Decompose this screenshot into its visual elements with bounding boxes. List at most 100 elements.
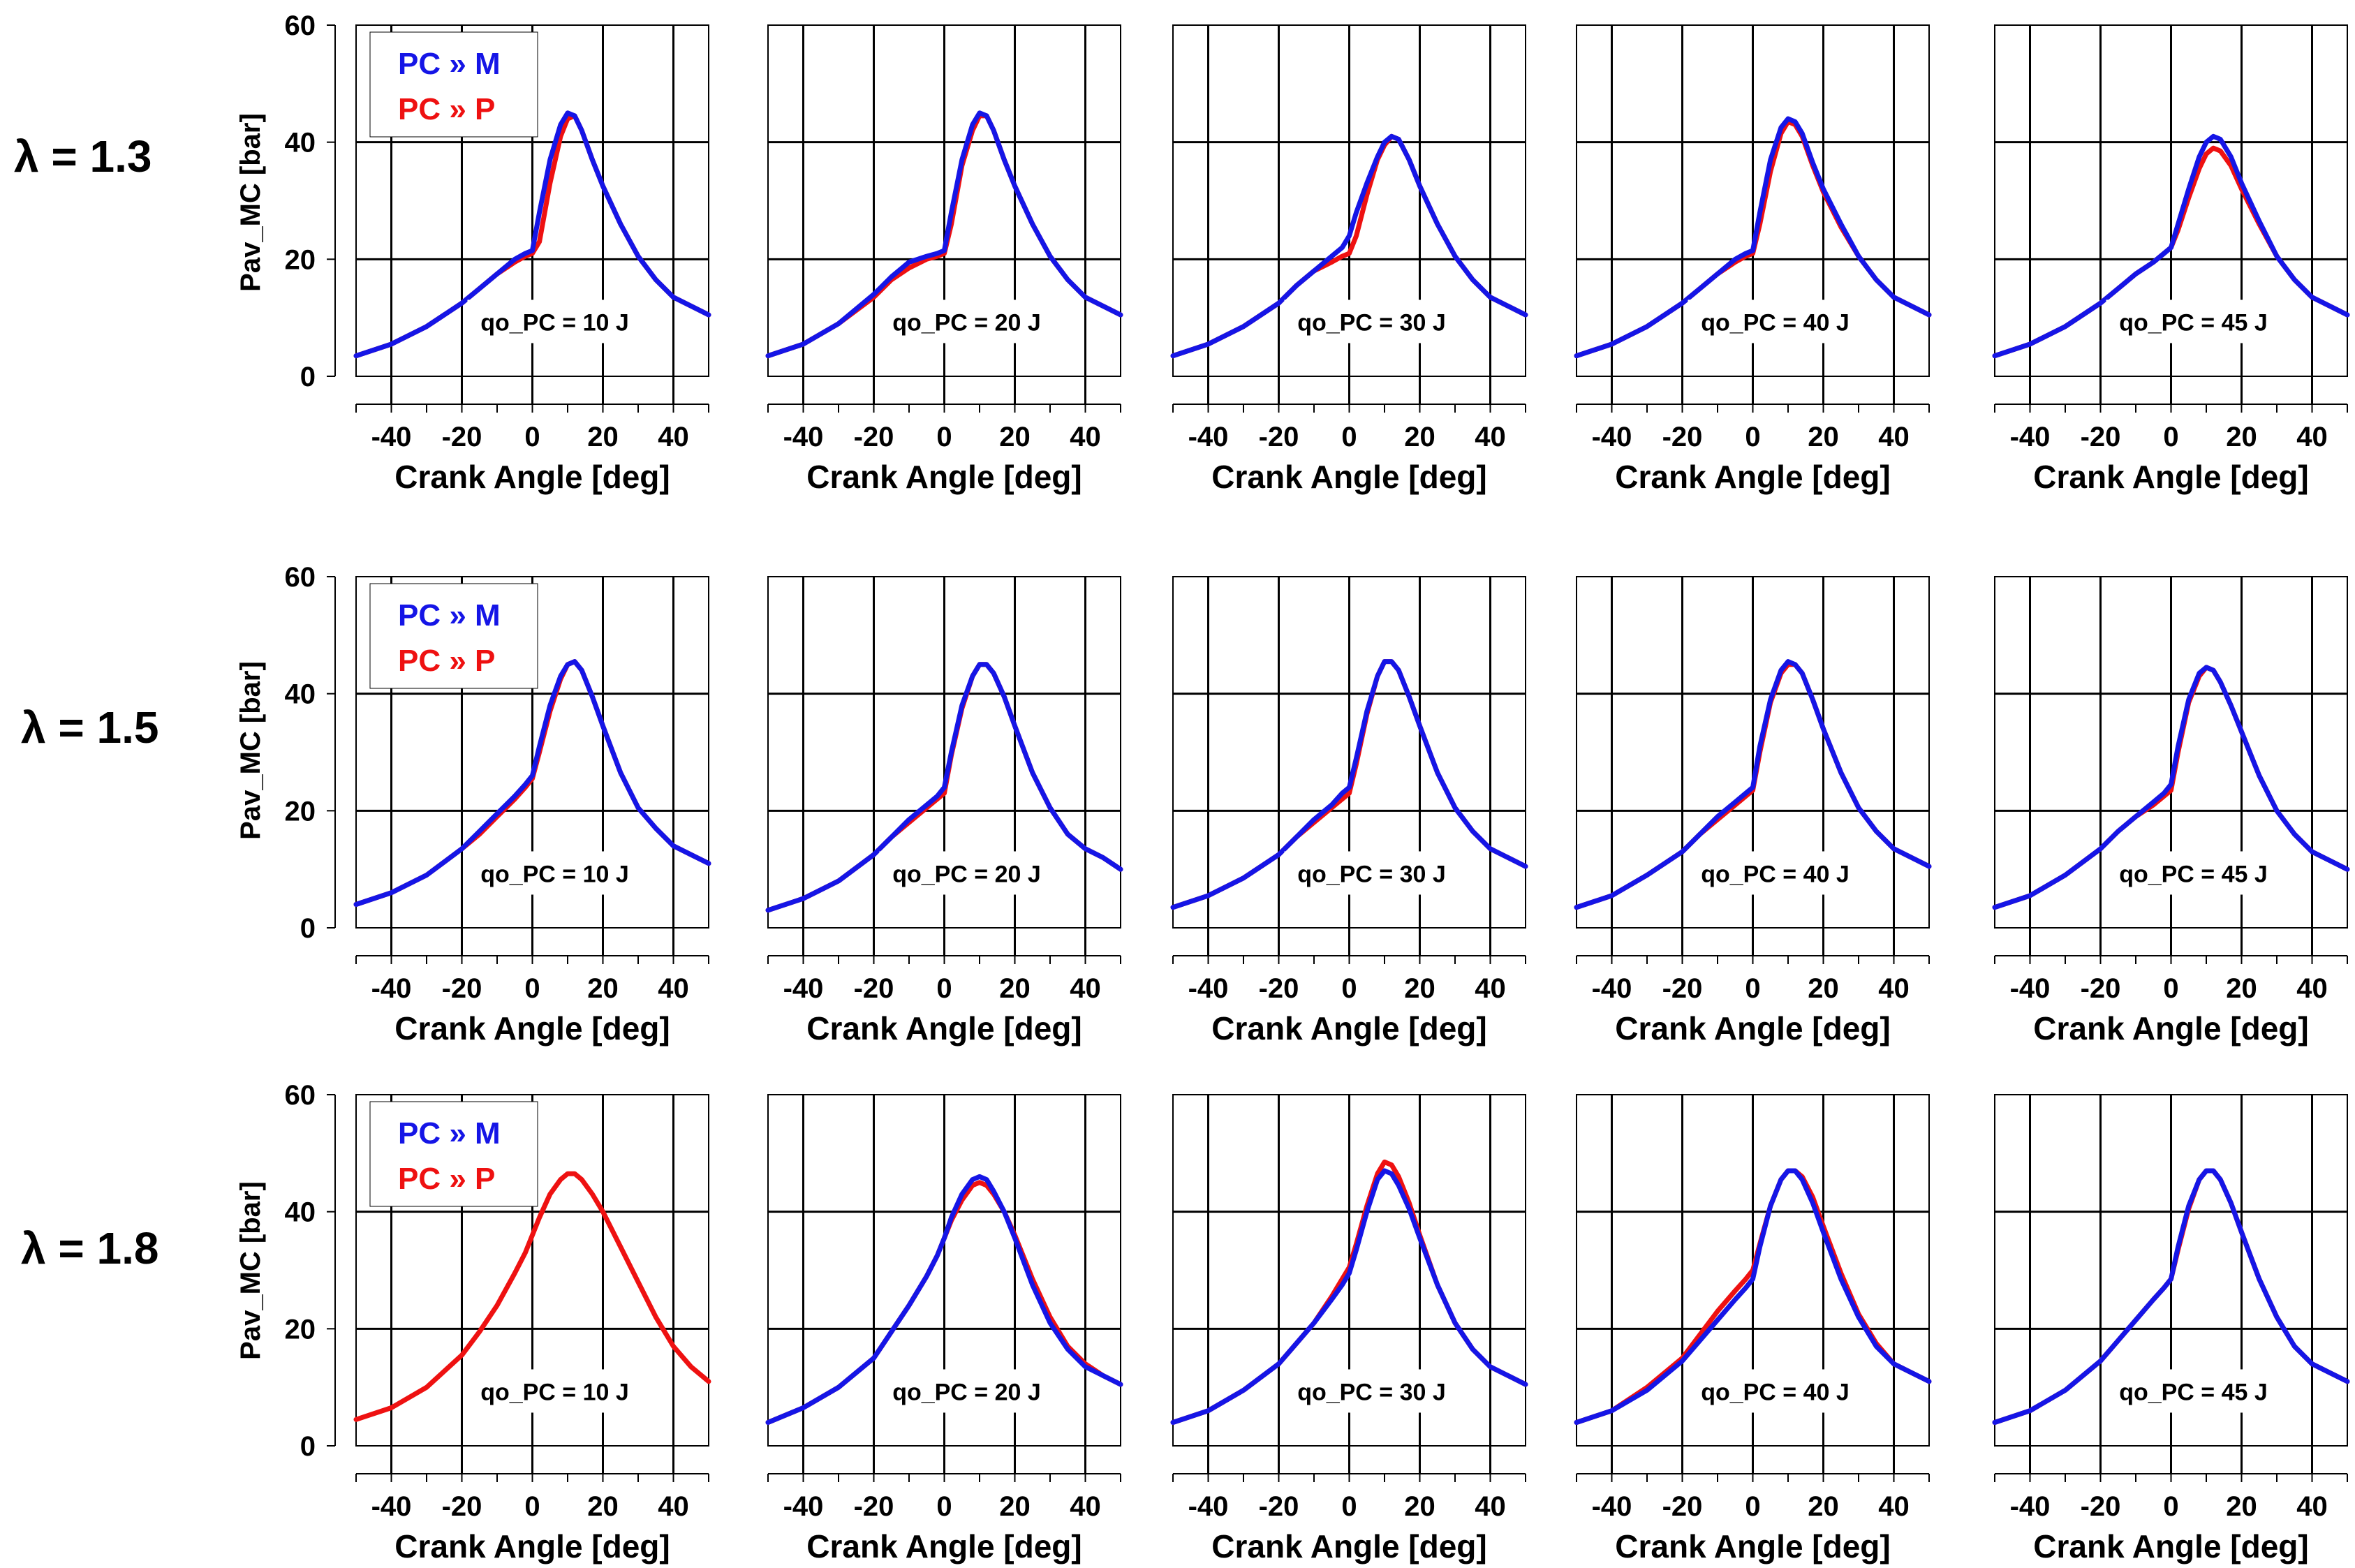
legend-item-m: PC » M (398, 598, 501, 633)
x-tick-label: -40 (783, 973, 824, 1004)
x-tick-label: -20 (2081, 1491, 2121, 1522)
series-line-m (765, 110, 1123, 359)
panel-r1-c5: -40 -20 0 20 40 Crank Angle [deg] qo_PC = 45 J (1992, 24, 2350, 495)
y-axis-title-row-2: Pav_MC [bar] (235, 661, 266, 840)
x-tick-label: -40 (1188, 422, 1229, 452)
y-axis-title-row-1: Pav_MC [bar] (235, 113, 266, 292)
panel-r3-c2: -40 -20 0 20 40 Crank Angle [deg] qo_PC = 20 J (765, 1094, 1123, 1565)
x-tick-label: 40 (1878, 422, 1910, 452)
lambda-value: = 1.3 (39, 131, 152, 182)
series-line-m (1574, 1168, 1932, 1425)
y-tick-label: 20 (285, 244, 316, 275)
annotation-box (1284, 299, 1459, 343)
lambda-symbol: λ (21, 702, 46, 753)
panel-r3-c4: -40 -20 0 20 40 Crank Angle [deg] qo_PC = 40 J (1574, 1094, 1932, 1565)
series-line-m (1992, 133, 2350, 359)
qo-pc-annotation: qo_PC = 30 J (1297, 861, 1446, 887)
x-tick-label: -40 (783, 1491, 824, 1522)
lambda-value: = 1.8 (46, 1223, 159, 1273)
annotation-box (467, 851, 642, 895)
legend-box (369, 1101, 538, 1207)
x-tick-label: 0 (524, 422, 540, 452)
x-axis-title: Crank Angle [deg] (1615, 1010, 1890, 1046)
qo-pc-annotation: qo_PC = 40 J (1701, 1379, 1850, 1405)
x-tick-label: 20 (2226, 422, 2257, 452)
x-tick-label: 20 (587, 1491, 619, 1522)
x-axis-title: Crank Angle [deg] (394, 1010, 670, 1046)
qo-pc-annotation: qo_PC = 20 J (892, 1379, 1041, 1405)
x-tick-label: -40 (1188, 1491, 1229, 1522)
row-label-lambda-1-8: λ = 1.8 (21, 1223, 159, 1273)
x-tick-label: -40 (371, 973, 412, 1004)
x-tick-label: -20 (1259, 422, 1299, 452)
panel-r2-c3: -40 -20 0 20 40 Crank Angle [deg] qo_PC = 30 J (1170, 576, 1528, 1046)
qo-pc-annotation: qo_PC = 45 J (2119, 309, 2268, 336)
qo-pc-annotation: qo_PC = 40 J (1701, 309, 1850, 336)
x-tick-label: 40 (2296, 1491, 2328, 1522)
series-line-m (1170, 659, 1528, 910)
x-axis-title: Crank Angle [deg] (1615, 1528, 1890, 1565)
x-tick-label: 20 (2226, 1491, 2257, 1522)
x-tick-label: 0 (1745, 973, 1760, 1004)
qo-pc-annotation: qo_PC = 30 J (1297, 309, 1446, 336)
x-tick-label: 20 (1404, 973, 1435, 1004)
x-tick-label: -20 (854, 1491, 894, 1522)
x-tick-label: 0 (936, 422, 952, 452)
qo-pc-annotation: qo_PC = 40 J (1701, 861, 1850, 887)
qo-pc-annotation: qo_PC = 45 J (2119, 861, 2268, 887)
x-tick-label: 0 (2163, 422, 2178, 452)
x-tick-label: 40 (658, 422, 689, 452)
panel-r2-c4: -40 -20 0 20 40 Crank Angle [deg] qo_PC = 40 J (1574, 576, 1932, 1046)
x-tick-label: 40 (1070, 973, 1101, 1004)
x-tick-label: -20 (442, 1491, 482, 1522)
qo-pc-annotation: qo_PC = 10 J (480, 309, 629, 336)
x-axis-title: Crank Angle [deg] (1615, 459, 1890, 495)
x-axis-title: Crank Angle [deg] (394, 1528, 670, 1565)
annotation-box (2106, 299, 2281, 343)
x-tick-label: 40 (1878, 1491, 1910, 1522)
qo-pc-annotation: qo_PC = 10 J (480, 861, 629, 887)
x-tick-label: 40 (1475, 1491, 1506, 1522)
qo-pc-annotation: qo_PC = 20 J (892, 861, 1041, 887)
x-tick-label: -20 (2081, 973, 2121, 1004)
series-line-m (1992, 1168, 2350, 1425)
x-tick-label: 20 (2226, 973, 2257, 1004)
annotation-box (2106, 851, 2281, 895)
x-tick-label: 0 (1745, 1491, 1760, 1522)
legend-item-m: PC » M (398, 47, 501, 81)
x-tick-label: 20 (999, 422, 1031, 452)
series-line-m (1170, 133, 1528, 359)
y-tick-label: 0 (300, 362, 316, 392)
x-tick-label: 0 (1341, 1491, 1357, 1522)
x-axis-title: Crank Angle [deg] (1211, 1528, 1486, 1565)
x-axis-title: Crank Angle [deg] (1211, 1010, 1486, 1046)
x-tick-label: 40 (1475, 422, 1506, 452)
y-tick-label: 60 (285, 1080, 316, 1111)
y-tick-label: 40 (285, 128, 316, 158)
y-tick-label: 0 (300, 913, 316, 944)
annotation-box (879, 851, 1054, 895)
x-tick-label: 40 (2296, 422, 2328, 452)
panel-r3-c3: -40 -20 0 20 40 Crank Angle [deg] qo_PC = 30 J (1170, 1094, 1528, 1565)
legend-box (369, 583, 538, 689)
x-tick-label: 20 (1404, 1491, 1435, 1522)
annotation-box (2106, 1369, 2281, 1413)
legend-item-m: PC » M (398, 1116, 501, 1151)
series-line-p (353, 1171, 711, 1422)
legend-item-p: PC » P (398, 1162, 495, 1196)
x-tick-label: 40 (1475, 973, 1506, 1004)
y-tick-label: 40 (285, 1197, 316, 1228)
x-tick-label: 0 (1341, 422, 1357, 452)
panel-r3-c5: -40 -20 0 20 40 Crank Angle [deg] qo_PC = 45 J (1992, 1094, 2350, 1565)
x-tick-label: 40 (1878, 973, 1910, 1004)
x-tick-label: -20 (1662, 1491, 1703, 1522)
series-line-m (1992, 665, 2350, 910)
x-tick-label: -20 (1259, 973, 1299, 1004)
panel-r1-c4: -40 -20 0 20 40 Crank Angle [deg] qo_PC = 40 J (1574, 24, 1932, 495)
x-axis-title: Crank Angle [deg] (2033, 1010, 2308, 1046)
annotation-box (467, 299, 642, 343)
x-tick-label: -40 (1188, 973, 1229, 1004)
x-tick-label: 0 (936, 973, 952, 1004)
panel-r2-c2: -40 -20 0 20 40 Crank Angle [deg] qo_PC = 20 J (765, 576, 1123, 1046)
